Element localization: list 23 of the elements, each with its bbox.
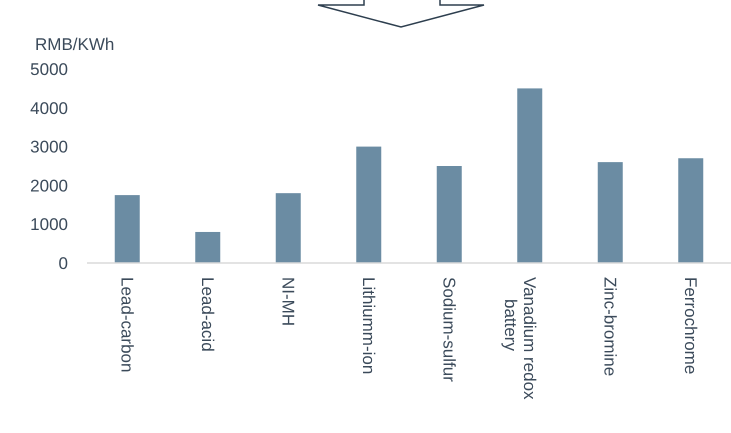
x-tick-label: Lead-acid (198, 277, 217, 352)
y-tick-label: 2000 (30, 176, 68, 196)
x-tick-label: Vanadium redox battery (501, 277, 539, 400)
y-tick-label: 0 (58, 254, 68, 273)
bar (276, 193, 301, 263)
y-axis-title: RMB/KWh (35, 35, 114, 54)
x-tick-label: Sodium-sulfur (439, 277, 458, 382)
y-tick-label: 4000 (30, 98, 68, 118)
x-tick-label: Ferrochrome (680, 277, 700, 374)
x-tick-label: Lithiumm-ion (358, 277, 378, 374)
bar (678, 158, 704, 263)
y-tick-label: 1000 (30, 215, 68, 234)
bar (436, 166, 462, 263)
x-tick-label: Zinc-bromine (600, 277, 620, 376)
bar (195, 232, 220, 263)
bar (356, 146, 382, 263)
bar (517, 88, 542, 263)
x-tick-label: NI-MH (278, 277, 298, 326)
x-tick-label: Lead-carbon (117, 277, 136, 372)
bar (114, 195, 140, 263)
y-tick-label: 5000 (30, 60, 68, 79)
y-tick-label: 3000 (30, 138, 68, 157)
bar (598, 162, 623, 263)
